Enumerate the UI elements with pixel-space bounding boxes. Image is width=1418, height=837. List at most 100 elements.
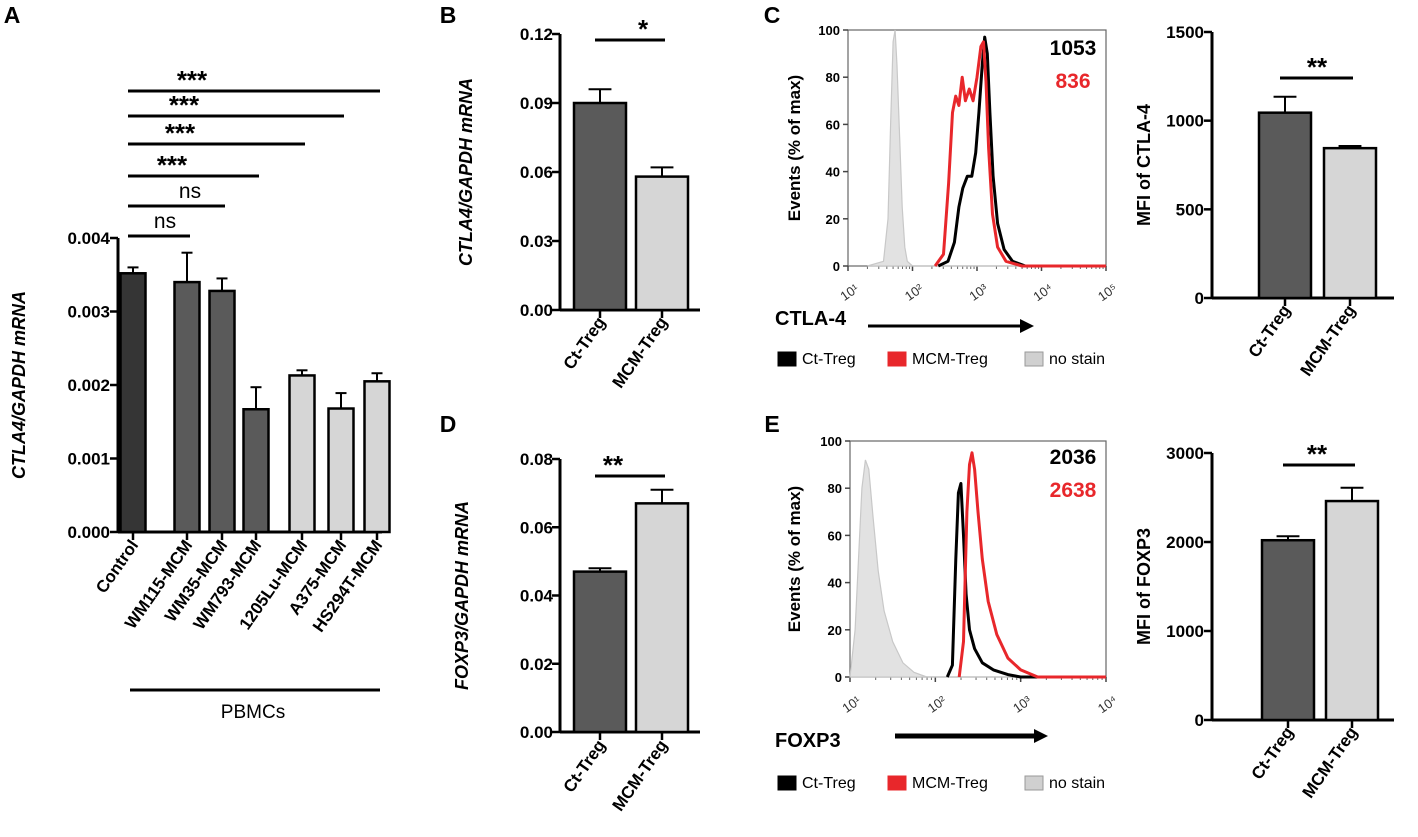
panel-letter: B [440,2,457,28]
category-label: MCM-Treg [609,313,672,391]
arrowhead [1020,319,1034,333]
legend-swatch [887,775,907,791]
legend-label: no stain [1049,775,1105,792]
category-label: Ct-Treg [560,736,610,796]
x-tick-label: 10⁵ [1095,280,1120,304]
y-tick-label: 2000 [1166,533,1204,552]
y-tick-label: 3000 [1166,444,1204,463]
panel-C2: 0 500 1000 1500 MFI of CTLA-4 Ct-Treg MCM-Treg… [1134,23,1394,380]
bar [1257,111,1313,300]
significance-label: ** [603,450,624,480]
category-label: MCM-Treg [1299,723,1362,801]
y-tick-label: 0.08 [520,450,553,469]
series-mcm-treg [957,451,1106,679]
y-tick-label: 0.12 [520,25,553,44]
legend-label: MCM-Treg [912,775,988,792]
bar [1324,499,1380,722]
panel-letter: A [4,2,21,28]
y-tick-label: 1000 [1166,112,1204,131]
x-tick-label: 10¹ [837,280,862,303]
bar [634,175,690,312]
significance-label: *** [165,118,196,148]
y-tick-label: 0.001 [67,450,110,469]
significance-label: ** [1307,439,1328,469]
bar [1260,538,1316,722]
panel-B: 0.00 0.03 0.06 0.09 0.12 CTLA4/GAPDH mRNA Ct-T… [440,2,700,392]
legend-label: Ct-Treg [802,351,856,368]
category-label: MCM-Treg [1297,301,1360,379]
y-tick-label: 0 [1195,711,1204,730]
y-tick-label: 0.00 [520,723,553,742]
legend-swatch [777,351,797,367]
x-axis-label: CTLA-4 [775,308,847,330]
x-tick-label: 10² [902,280,927,303]
legend-label: no stain [1049,351,1105,368]
panel-letter: C [764,2,781,28]
mfi-annotation: 1053 [1050,37,1097,60]
mfi-annotation: 2036 [1050,446,1097,469]
legend-label: Ct-Treg [802,775,856,792]
category-label: Ct-Treg [1245,301,1295,361]
y-tick-label: 0.04 [520,587,554,606]
significance-label: ns [179,180,201,203]
x-tick-label: 10⁴ [1095,692,1120,716]
x-tick-label: 10³ [966,280,991,303]
x-tick-label: 10¹ [839,692,864,715]
panel-letter: E [764,411,779,437]
y-tick-label: 0.00 [520,301,553,320]
bar [363,380,391,534]
panel-C1: 0 20 40 60 80 100 10¹ 10² 10³ 10⁴ 10⁵ Events (% of … [764,2,1120,368]
bar [288,374,316,534]
significance-label: *** [157,150,188,180]
y-tick-label: 0 [833,259,840,274]
panel-A: 0.000 0.001 0.002 0.003 0.004 CTLA4/GAPDH mRN… [4,2,391,723]
legend-swatch [887,351,907,367]
y-tick-label: 0.06 [520,163,553,182]
x-axis-label: FOXP3 [775,730,841,752]
significance-label: * [638,14,649,44]
group-label: PBMCs [221,702,285,723]
x-tick-label: 10³ [1010,692,1035,715]
x-tick-label: 10² [925,692,950,715]
y-tick-label: 500 [1176,200,1204,219]
y-tick-label: 40 [828,576,842,591]
plot-frame [849,440,1107,678]
y-tick-label: 20 [828,623,842,638]
series-ct-treg [937,35,1106,268]
y-axis-label: MFI of FOXP3 [1134,528,1154,645]
x-tick-label: 10⁴ [1030,280,1055,304]
category-label: MCM-Treg [609,736,672,814]
bar [1322,146,1378,300]
y-tick-label: 100 [820,434,842,449]
mfi-annotation: 2638 [1050,479,1097,502]
y-tick-label: 1500 [1166,23,1204,42]
y-tick-label: 1000 [1166,622,1204,641]
y-axis-label: CTLA4/GAPDH mRNA [9,291,29,479]
y-axis-label: MFI of CTLA-4 [1134,104,1154,226]
y-tick-label: 0.004 [67,229,110,248]
y-tick-label: 0.003 [67,303,110,322]
bar [572,570,628,734]
arrowhead [1034,729,1048,743]
y-tick-label: 0.09 [520,94,553,113]
bar [242,408,270,534]
y-tick-label: 0.06 [520,518,553,537]
y-tick-label: 0.000 [67,523,110,542]
bar [119,272,147,534]
y-tick-label: 40 [826,165,840,180]
y-tick-label: 0.02 [520,655,553,674]
significance-label: *** [177,65,208,95]
y-tick-label: 0 [835,670,842,685]
y-tick-label: 100 [818,23,840,38]
panel-E2: 0 1000 2000 3000 MFI of FOXP3 Ct-Treg MCM-Treg… [1134,439,1394,802]
category-label: Ct-Treg [560,313,610,373]
series-no-stain [849,459,1106,678]
y-tick-label: 60 [828,528,842,543]
y-tick-label: 80 [828,481,842,496]
legend-swatch [1024,775,1044,791]
panel-D: 0.00 0.02 0.04 0.06 0.08 FOXP3/GAPDH mRNA Ct-T… [440,411,700,815]
legend-label: MCM-Treg [912,351,988,368]
y-tick-label: 20 [826,212,840,227]
y-axis-label: CTLA4/GAPDH mRNA [456,78,476,266]
y-axis-label: FOXP3/GAPDH mRNA [452,501,472,690]
